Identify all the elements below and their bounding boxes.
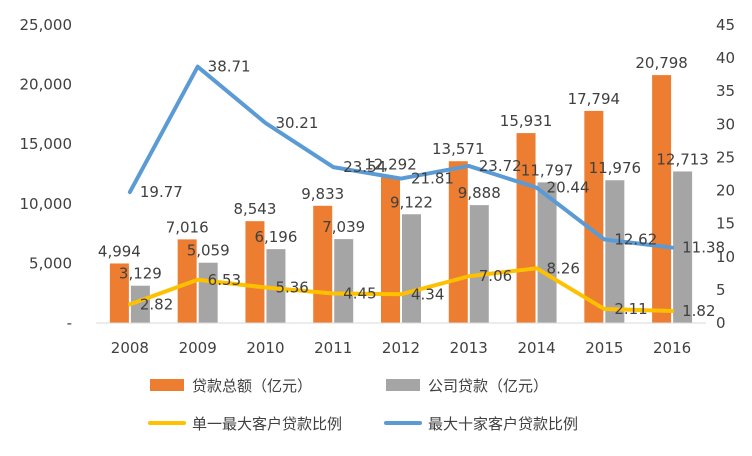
label-single-largest: 6.53 <box>208 271 241 289</box>
label-total-loans: 4,994 <box>98 242 141 260</box>
left-tick-label: 10,000 <box>20 195 73 213</box>
label-total-loans: 15,931 <box>500 112 553 130</box>
bar-total-loans <box>381 176 400 323</box>
label-corporate-loans: 5,059 <box>187 242 230 260</box>
legend-corporate-loans: 公司贷款（亿元） <box>386 377 548 395</box>
bar-total-loans <box>584 110 604 323</box>
category-label: 2008 <box>111 339 149 357</box>
category-label: 2014 <box>517 339 555 357</box>
category-label: 2011 <box>314 339 352 357</box>
legend-total-loans: 贷款总额（亿元） <box>150 377 312 395</box>
bar-total-loans <box>448 161 468 323</box>
right-tick-label: 15 <box>716 215 735 233</box>
right-tick-label: 40 <box>716 49 735 67</box>
legend: 贷款总额（亿元） 公司贷款（亿元） 单一最大客户贷款比例 最大十家客户贷款比例 <box>148 377 578 433</box>
label-top-ten: 20.44 <box>547 179 590 197</box>
right-tick-label: 5 <box>716 281 726 299</box>
legend-total-loans-label: 贷款总额（亿元） <box>192 377 312 395</box>
label-corporate-loans: 9,122 <box>390 193 433 211</box>
lines-layer <box>127 64 675 313</box>
right-tick-label: 20 <box>716 182 735 200</box>
left-tick-label: 5,000 <box>29 254 72 272</box>
data-labels-layer: 4,994 7,016 8,543 9,833 12,292 13,571 15,931 17… <box>98 54 725 320</box>
axes-layer: - 5,000 10,000 15,000 20,000 25,000 0 5 10 15 20 25… <box>20 16 736 357</box>
category-label: 2013 <box>450 339 488 357</box>
right-tick-label: 10 <box>716 248 735 266</box>
label-single-largest: 4.34 <box>411 285 444 303</box>
category-label: 2010 <box>246 339 284 357</box>
legend-single-largest-label: 单一最大客户贷款比例 <box>192 415 342 433</box>
left-tick-label: 20,000 <box>20 76 73 94</box>
label-top-ten: 23.54 <box>343 158 386 176</box>
left-tick-label: - <box>67 314 72 332</box>
label-total-loans: 12,292 <box>364 155 417 173</box>
label-single-largest: 2.11 <box>614 300 647 318</box>
right-tick-label: 30 <box>716 115 735 133</box>
right-tick-label: 45 <box>716 16 735 34</box>
legend-top-ten: 最大十家客户贷款比例 <box>384 415 578 433</box>
legend-top-ten-label: 最大十家客户贷款比例 <box>428 415 578 433</box>
label-total-loans: 20,798 <box>635 54 688 72</box>
legend-corporate-loans-label: 公司贷款（亿元） <box>428 377 548 395</box>
label-top-ten: 12.62 <box>614 230 657 248</box>
bar-corporate-loans <box>402 214 421 323</box>
label-top-ten: 11.38 <box>682 239 725 257</box>
category-label: 2012 <box>382 339 420 357</box>
label-corporate-loans: 3,129 <box>119 265 162 283</box>
bar-corporate-loans <box>334 239 354 323</box>
bar-corporate-loans <box>130 285 150 323</box>
label-corporate-loans: 12,713 <box>656 150 709 168</box>
left-tick-label: 15,000 <box>20 135 73 153</box>
right-tick-label: 0 <box>716 314 726 332</box>
line-single-largest-customer <box>127 266 675 313</box>
bar-corporate-loans <box>266 249 286 323</box>
right-tick-label: 25 <box>716 148 735 166</box>
label-total-loans: 13,571 <box>432 140 485 158</box>
label-single-largest: 5.36 <box>275 279 308 297</box>
bar-total-loans <box>109 263 129 323</box>
bars-layer <box>109 75 693 324</box>
bar-total-loans <box>516 133 536 323</box>
left-tick-label: 25,000 <box>20 16 73 34</box>
label-top-ten: 23.72 <box>479 157 522 175</box>
label-corporate-loans: 11,976 <box>589 159 642 177</box>
label-single-largest: 4.45 <box>343 285 376 303</box>
label-total-loans: 8,543 <box>233 200 276 218</box>
label-single-largest: 8.26 <box>547 259 580 277</box>
label-top-ten: 38.71 <box>208 58 251 76</box>
bar-total-loans <box>245 221 265 323</box>
bar-corporate-loans <box>673 171 693 323</box>
label-single-largest: 7.06 <box>479 267 512 285</box>
label-total-loans: 17,794 <box>568 90 621 108</box>
line-top-ten-customers <box>127 64 675 250</box>
category-label: 2015 <box>585 339 623 357</box>
bar-total-loans <box>177 239 197 323</box>
label-top-ten: 19.77 <box>140 183 183 201</box>
bar-corporate-loans <box>537 182 557 323</box>
label-total-loans: 7,016 <box>166 218 209 236</box>
label-single-largest: 2.82 <box>140 295 173 313</box>
label-top-ten: 21.81 <box>411 170 454 188</box>
label-corporate-loans: 9,888 <box>458 184 501 202</box>
right-tick-label: 35 <box>716 82 735 100</box>
label-corporate-loans: 6,196 <box>254 228 297 246</box>
label-total-loans: 9,833 <box>301 185 344 203</box>
legend-corporate-loans-swatch <box>386 379 420 391</box>
legend-single-largest: 单一最大客户贷款比例 <box>148 415 342 433</box>
bar-corporate-loans <box>605 180 625 323</box>
label-top-ten: 30.21 <box>275 114 318 132</box>
legend-total-loans-swatch <box>150 379 184 391</box>
label-single-largest: 1.82 <box>682 302 715 320</box>
label-corporate-loans: 11,797 <box>521 161 574 179</box>
label-corporate-loans: 7,039 <box>322 218 365 236</box>
category-label: 2016 <box>653 339 691 357</box>
category-label: 2009 <box>179 339 217 357</box>
bar-corporate-loans <box>469 205 489 323</box>
bar-total-loans <box>652 75 672 324</box>
bar-corporate-loans <box>198 262 218 323</box>
